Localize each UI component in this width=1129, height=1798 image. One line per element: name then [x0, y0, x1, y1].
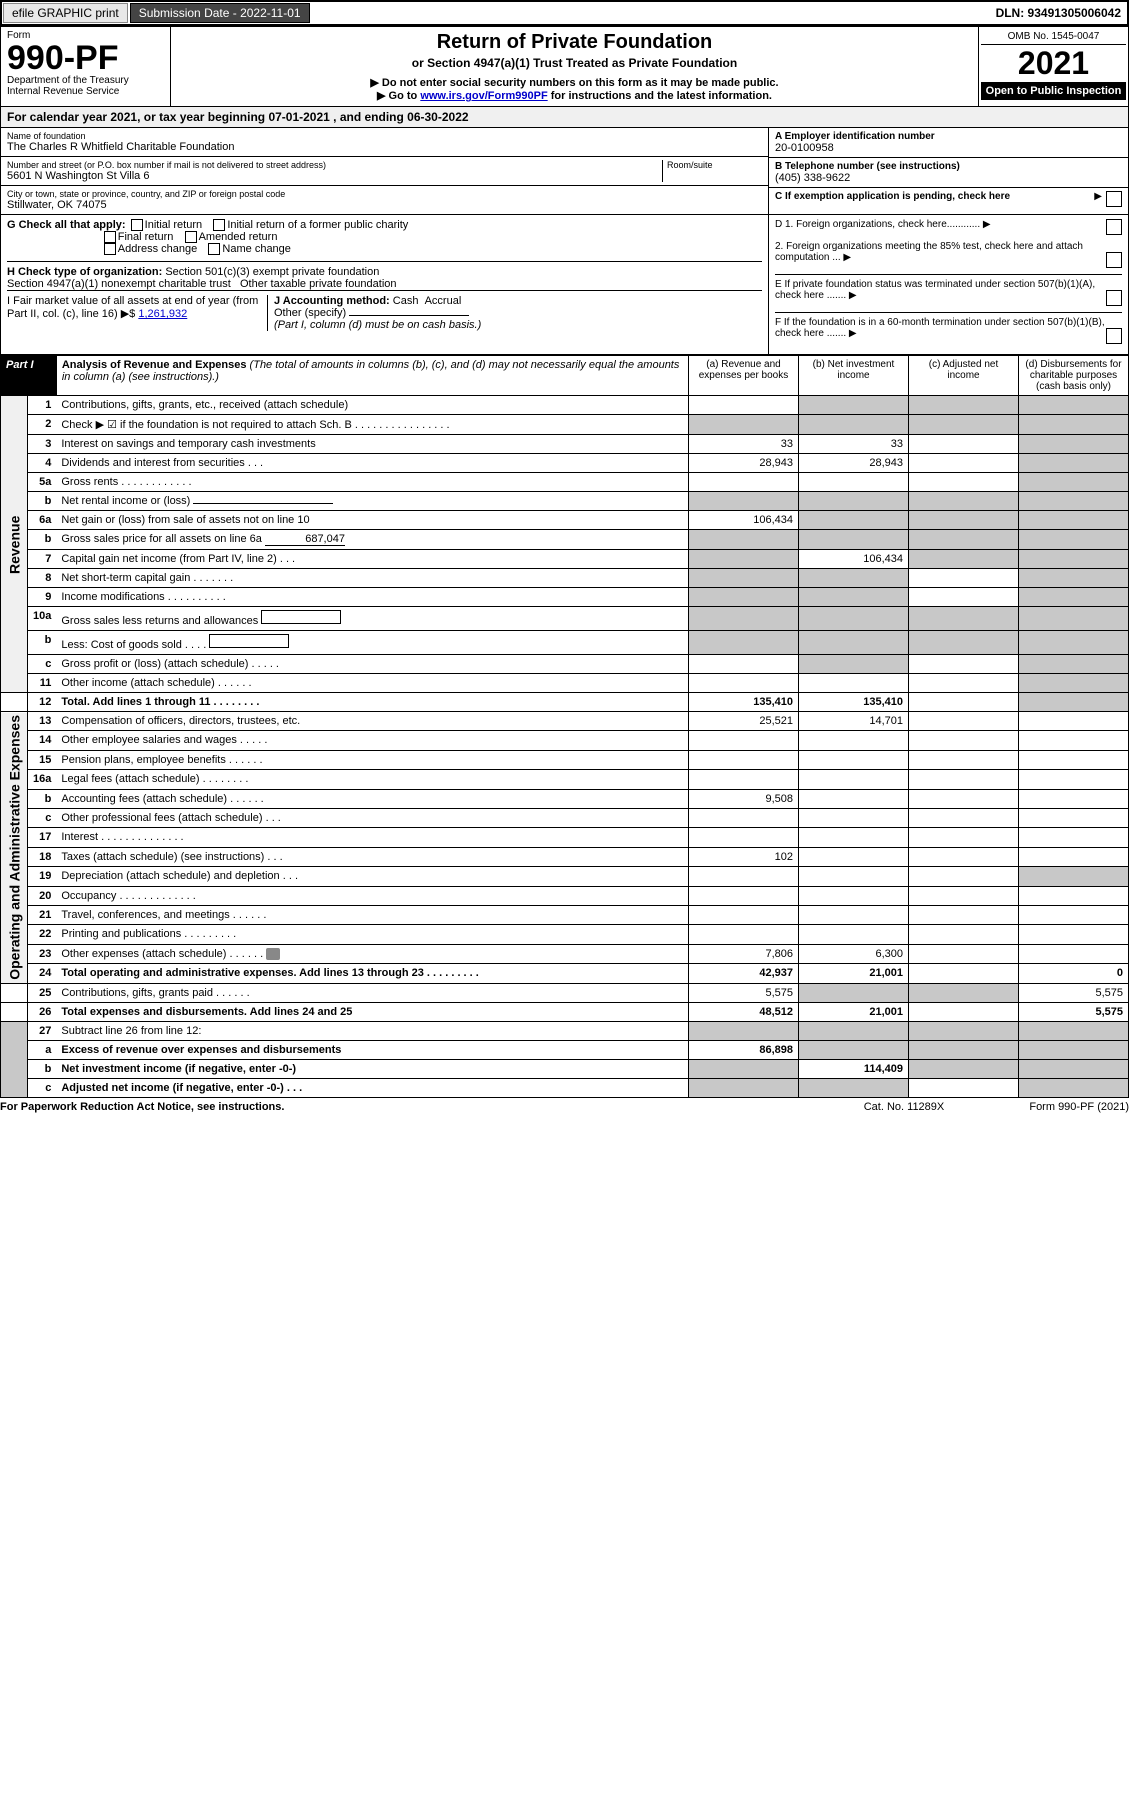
- efile-print-button[interactable]: efile GRAPHIC print: [3, 3, 128, 23]
- attachment-icon[interactable]: [266, 948, 280, 960]
- calendar-year-line: For calendar year 2021, or tax year begi…: [0, 107, 1129, 128]
- revenue-section-label: Revenue: [1, 396, 28, 693]
- address-change-checkbox[interactable]: [104, 243, 116, 255]
- amended-return-checkbox[interactable]: [185, 231, 197, 243]
- ein-value: 20-0100958: [775, 142, 1122, 154]
- open-inspection-badge: Open to Public Inspection: [981, 82, 1126, 100]
- irs-link[interactable]: www.irs.gov/Form990PF: [420, 90, 547, 102]
- top-bar: efile GRAPHIC print Submission Date - 20…: [0, 0, 1129, 26]
- irs-label: Internal Revenue Service: [7, 86, 164, 97]
- d2-checkbox[interactable]: [1106, 252, 1122, 268]
- col-b-header: (b) Net investment income: [799, 356, 909, 396]
- col-a-header: (a) Revenue and expenses per books: [689, 356, 799, 396]
- city-state-zip: Stillwater, OK 74075: [7, 199, 762, 211]
- expenses-section-label: Operating and Administrative Expenses: [1, 712, 28, 984]
- form-title: Return of Private Foundation: [179, 31, 970, 54]
- warn-ssn: ▶ Do not enter social security numbers o…: [179, 76, 970, 89]
- phone-value: (405) 338-9622: [775, 172, 1122, 184]
- pending-label: C If exemption application is pending, c…: [775, 191, 1010, 202]
- ein-label: A Employer identification number: [775, 131, 1122, 142]
- h-section: H Check type of organization: Section 50…: [7, 261, 762, 290]
- ij-section: I Fair market value of all assets at end…: [7, 290, 762, 331]
- f-checkbox[interactable]: [1106, 328, 1122, 344]
- phone-label: B Telephone number (see instructions): [775, 161, 1122, 172]
- name-label: Name of foundation: [7, 131, 762, 141]
- entity-info-block: Name of foundation The Charles R Whitfie…: [0, 128, 1129, 215]
- paperwork-notice: For Paperwork Reduction Act Notice, see …: [0, 1101, 829, 1113]
- form-footer-label: Form 990-PF (2021): [979, 1101, 1129, 1113]
- pending-checkbox[interactable]: [1106, 191, 1122, 207]
- foundation-name: The Charles R Whitfield Charitable Found…: [7, 141, 762, 153]
- initial-return-checkbox[interactable]: [131, 219, 143, 231]
- form-header: Form 990-PF Department of the Treasury I…: [0, 26, 1129, 107]
- g-section: G Check all that apply: Initial return I…: [7, 219, 762, 261]
- arrow-icon: ▶: [1094, 191, 1102, 202]
- form-number: 990-PF: [7, 41, 164, 75]
- part1-tag: Part I: [6, 359, 34, 371]
- final-return-checkbox[interactable]: [104, 231, 116, 243]
- city-label: City or town, state or province, country…: [7, 189, 762, 199]
- submission-date-badge: Submission Date - 2022-11-01: [130, 3, 310, 23]
- tax-year: 2021: [981, 45, 1126, 82]
- fmv-value: 1,261,932: [138, 308, 187, 320]
- page-footer: For Paperwork Reduction Act Notice, see …: [0, 1098, 1129, 1116]
- form-subtitle: or Section 4947(a)(1) Trust Treated as P…: [179, 56, 970, 70]
- col-d-header: (d) Disbursements for charitable purpose…: [1019, 356, 1129, 396]
- cat-number: Cat. No. 11289X: [829, 1101, 979, 1113]
- addr-label: Number and street (or P.O. box number if…: [7, 160, 662, 170]
- d1-checkbox[interactable]: [1106, 219, 1122, 235]
- col-c-header: (c) Adjusted net income: [909, 356, 1019, 396]
- part1-table: Part I Analysis of Revenue and Expenses …: [0, 355, 1129, 1098]
- dln-label: DLN: 93491305006042: [990, 4, 1127, 22]
- omb-number: OMB No. 1545-0047: [981, 29, 1126, 45]
- initial-former-checkbox[interactable]: [213, 219, 225, 231]
- room-label: Room/suite: [667, 160, 762, 170]
- dept-label: Department of the Treasury: [7, 75, 164, 86]
- name-change-checkbox[interactable]: [208, 243, 220, 255]
- street-address: 5601 N Washington St Villa 6: [7, 170, 662, 182]
- e-checkbox[interactable]: [1106, 290, 1122, 306]
- warn-link: ▶ Go to www.irs.gov/Form990PF for instru…: [179, 89, 970, 102]
